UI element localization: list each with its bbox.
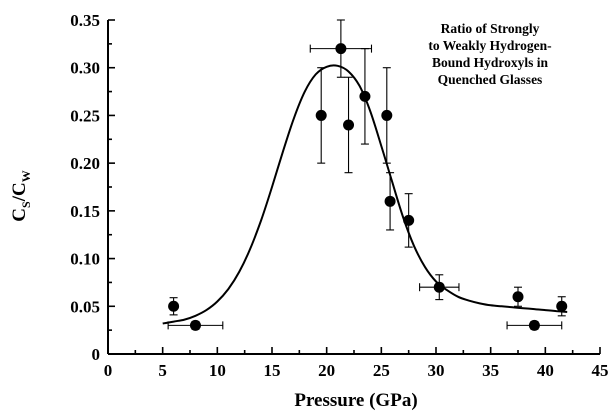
data-point <box>168 300 180 312</box>
x-tick-label: 10 <box>209 361 226 380</box>
x-tick-label: 35 <box>482 361 499 380</box>
data-point <box>315 109 327 121</box>
x-tick-label: 40 <box>537 361 554 380</box>
data-point <box>512 291 524 303</box>
data-point <box>335 43 347 55</box>
y-tick-label: 0.20 <box>70 154 100 173</box>
y-tick-label: 0.10 <box>70 250 100 269</box>
annotation-line-1: Ratio of Strongly <box>441 21 540 36</box>
y-axis-title: CS/CW <box>9 170 33 221</box>
annotation-line-2: to Weakly Hydrogen- <box>428 38 551 53</box>
data-point <box>343 119 355 131</box>
y-axis-title-sub2: W <box>19 170 33 182</box>
y-axis-title-sub1: S <box>19 201 33 208</box>
x-tick-label: 30 <box>428 361 445 380</box>
annotation-line-3: Bound Hydroxyls in <box>432 55 549 70</box>
plot-area: 0 5 10 15 20 25 30 35 40 45 0 0.05 0.10 0.15 0.20 0.25 0… <box>70 11 608 380</box>
data-point <box>433 281 445 293</box>
x-tick-label: 25 <box>373 361 390 380</box>
data-point <box>384 195 396 207</box>
y-tick-label: 0.15 <box>70 202 100 221</box>
y-tick-label: 0.05 <box>70 297 100 316</box>
annotation-line-4: Quenched Glasses <box>438 72 543 87</box>
data-point <box>359 90 371 102</box>
data-point <box>189 319 201 331</box>
data-point <box>556 300 568 312</box>
x-tick-label: 15 <box>264 361 281 380</box>
y-tick-label: 0.25 <box>70 106 100 125</box>
x-tick-label: 0 <box>104 361 113 380</box>
y-tick-label: 0.35 <box>70 11 100 30</box>
annotation-box: Ratio of Strongly to Weakly Hydrogen- Bo… <box>428 21 551 87</box>
x-tick-label: 5 <box>158 361 167 380</box>
y-axis-title-mid: /C <box>9 182 30 202</box>
data-point <box>403 214 415 226</box>
y-tick-label: 0 <box>92 345 101 364</box>
x-tick-label: 20 <box>318 361 335 380</box>
x-tick-label: 45 <box>592 361 609 380</box>
x-axis-title: Pressure (GPa) <box>294 390 417 411</box>
data-point <box>381 109 393 121</box>
data-point <box>528 319 540 331</box>
y-axis-title-main: C <box>9 208 30 222</box>
y-tick-label: 0.30 <box>70 59 100 78</box>
